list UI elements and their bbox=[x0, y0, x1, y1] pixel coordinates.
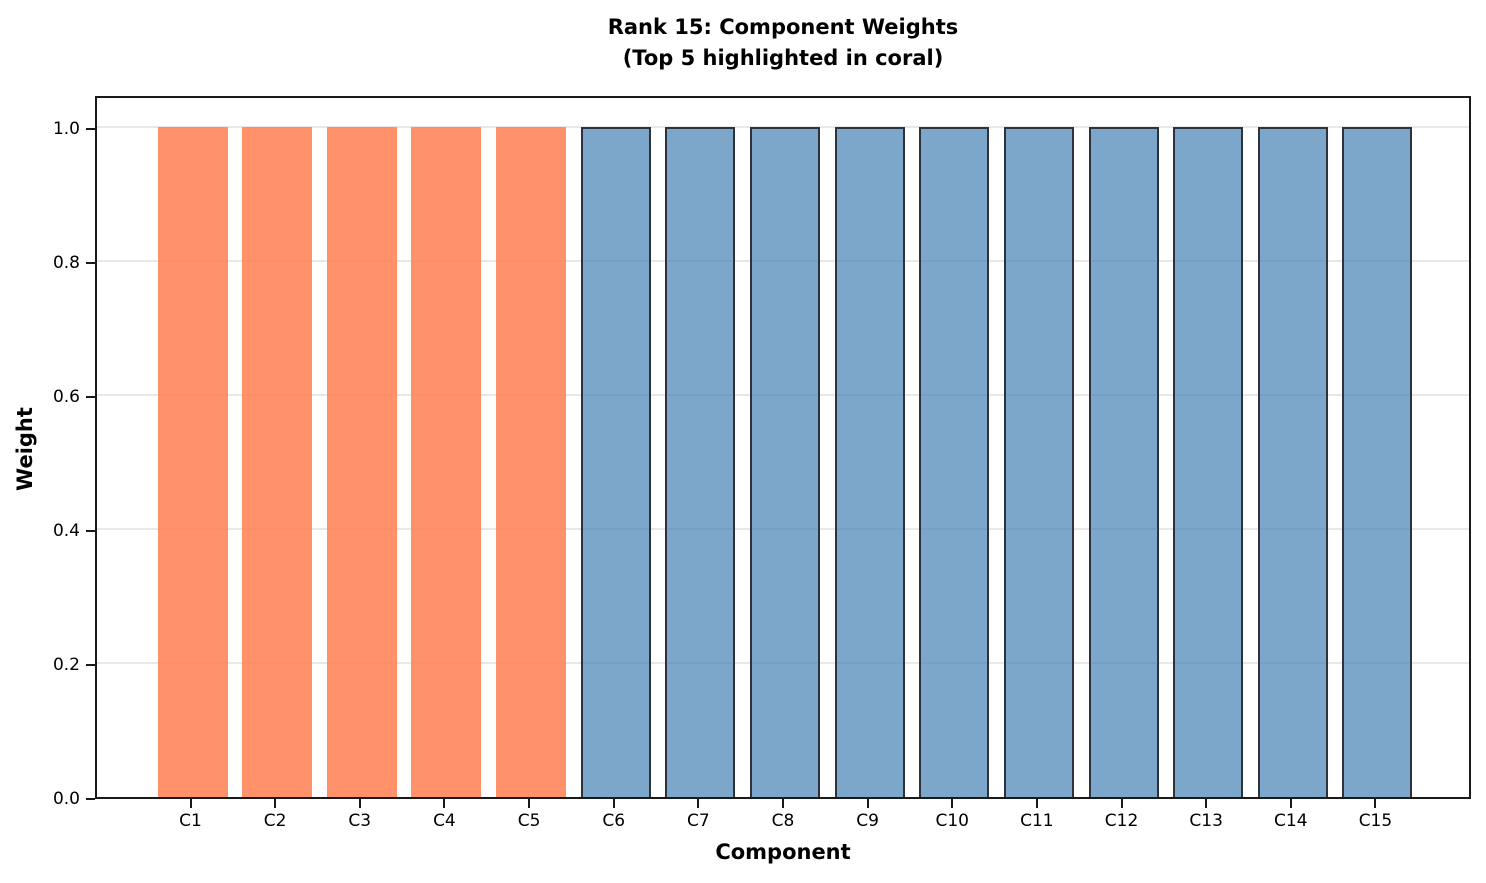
x-tick-label-C1: C1 bbox=[179, 811, 202, 831]
y-tick-label-1.0: 1.0 bbox=[52, 119, 80, 140]
x-axis-label: Component bbox=[715, 840, 851, 864]
y-tick-mark-0.0 bbox=[86, 798, 95, 800]
bar-C2 bbox=[242, 127, 313, 797]
y-tick-label-0.2: 0.2 bbox=[52, 655, 80, 676]
y-tick-label-0.0: 0.0 bbox=[52, 789, 80, 809]
bar-C3 bbox=[326, 127, 397, 797]
x-tick-mark-C8 bbox=[781, 799, 784, 808]
x-tick-label-C13: C13 bbox=[1189, 811, 1223, 831]
x-tick-mark-C10 bbox=[951, 799, 954, 808]
x-tick-label-C3: C3 bbox=[348, 811, 372, 831]
bar-C5 bbox=[496, 127, 567, 797]
bar-C1 bbox=[157, 127, 228, 797]
x-tick-label-C4: C4 bbox=[433, 811, 456, 831]
x-tick-label-C6: C6 bbox=[602, 811, 626, 831]
y-tick-label-0.6: 0.6 bbox=[52, 387, 80, 408]
x-tick-label-C5: C5 bbox=[517, 811, 541, 831]
x-tick-mark-C14 bbox=[1289, 799, 1292, 808]
x-tick-label-C12: C12 bbox=[1104, 811, 1139, 831]
y-tick-mark-0.2 bbox=[86, 664, 95, 667]
bar-C4 bbox=[411, 127, 482, 797]
bar-C15 bbox=[1342, 127, 1413, 797]
x-tick-label-C15: C15 bbox=[1358, 811, 1393, 831]
x-tick-label-C10: C10 bbox=[935, 811, 969, 831]
x-tick-mark-C1 bbox=[189, 799, 192, 808]
bar-C10 bbox=[919, 127, 990, 797]
bar-C14 bbox=[1257, 127, 1328, 797]
x-tick-label-C14: C14 bbox=[1274, 811, 1308, 831]
chart-title: Rank 15: Component Weights (Top 5 highli… bbox=[95, 12, 1471, 74]
y-tick-mark-0.6 bbox=[86, 396, 95, 399]
x-tick-label-C9: C9 bbox=[856, 811, 879, 831]
bar-C11 bbox=[1003, 127, 1074, 797]
x-tick-mark-C5 bbox=[528, 799, 531, 808]
chart-title-line-1: Rank 15: Component Weights bbox=[607, 15, 959, 39]
x-tick-mark-C2 bbox=[274, 799, 277, 808]
x-tick-label-C8: C8 bbox=[771, 811, 795, 831]
x-tick-mark-C6 bbox=[612, 799, 615, 808]
y-tick-mark-0.4 bbox=[86, 530, 95, 533]
bar-C9 bbox=[834, 127, 905, 797]
y-tick-mark-1.0 bbox=[86, 128, 95, 131]
x-tick-mark-C12 bbox=[1120, 799, 1123, 808]
y-tick-label-0.4: 0.4 bbox=[52, 521, 80, 542]
x-tick-mark-C7 bbox=[697, 799, 700, 808]
x-tick-mark-C9 bbox=[866, 799, 869, 808]
bar-C8 bbox=[749, 127, 820, 797]
x-tick-label-C11: C11 bbox=[1020, 811, 1054, 831]
y-tick-label-0.8: 0.8 bbox=[52, 253, 80, 274]
bar-C7 bbox=[665, 127, 736, 797]
chart-title-line-2: (Top 5 highlighted in coral) bbox=[622, 46, 944, 70]
x-tick-mark-C3 bbox=[358, 799, 361, 808]
x-tick-mark-C13 bbox=[1205, 799, 1208, 808]
y-tick-mark-0.8 bbox=[86, 262, 95, 265]
x-tick-label-C7: C7 bbox=[686, 811, 710, 831]
plot-area bbox=[95, 96, 1471, 799]
bar-C12 bbox=[1088, 127, 1159, 797]
y-axis-label: Weight bbox=[13, 407, 37, 491]
x-tick-mark-C15 bbox=[1374, 799, 1377, 808]
x-tick-mark-C11 bbox=[1035, 799, 1038, 808]
x-tick-mark-C4 bbox=[443, 799, 446, 808]
x-tick-label-C2: C2 bbox=[263, 811, 287, 831]
bar-C6 bbox=[580, 127, 651, 797]
bar-C13 bbox=[1173, 127, 1244, 797]
